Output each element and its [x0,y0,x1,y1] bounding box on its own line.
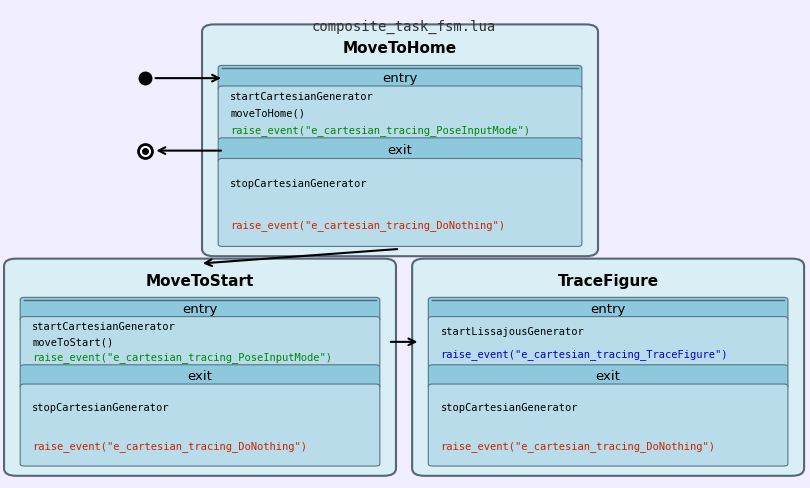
Text: raise_event("e_cartesian_tracing_PoseInputMode"): raise_event("e_cartesian_tracing_PoseInp… [230,125,531,136]
Text: MoveToStart: MoveToStart [146,274,254,289]
FancyBboxPatch shape [20,365,380,389]
Text: startLissajousGenerator: startLissajousGenerator [441,326,584,337]
Text: moveToStart(): moveToStart() [32,338,113,347]
FancyBboxPatch shape [428,384,788,466]
FancyBboxPatch shape [412,259,804,476]
Text: composite_task_fsm.lua: composite_task_fsm.lua [312,20,497,34]
Text: startCartesianGenerator: startCartesianGenerator [32,323,176,332]
Bar [222,34,578,65]
Text: raise_event("e_cartesian_tracing_DoNothing"): raise_event("e_cartesian_tracing_DoNothi… [441,441,715,452]
Bar [24,268,376,297]
Text: stopCartesianGenerator: stopCartesianGenerator [32,403,170,413]
Text: entry: entry [590,303,626,316]
Text: stopCartesianGenerator: stopCartesianGenerator [441,403,578,413]
Text: stopCartesianGenerator: stopCartesianGenerator [230,179,368,189]
FancyBboxPatch shape [218,138,582,163]
Text: entry: entry [182,303,218,316]
FancyBboxPatch shape [218,65,582,91]
Text: moveToHome(): moveToHome() [230,109,305,119]
Text: raise_event("e_cartesian_tracing_DoNothing"): raise_event("e_cartesian_tracing_DoNothi… [32,441,307,452]
FancyBboxPatch shape [202,24,598,256]
FancyBboxPatch shape [20,317,380,367]
Text: raise_event("e_cartesian_tracing_PoseInputMode"): raise_event("e_cartesian_tracing_PoseInp… [32,352,332,363]
Bar [433,268,784,297]
FancyBboxPatch shape [20,297,380,322]
FancyBboxPatch shape [20,384,380,466]
Text: raise_event("e_cartesian_tracing_DoNothing"): raise_event("e_cartesian_tracing_DoNothi… [230,220,505,231]
Text: TraceFigure: TraceFigure [557,274,659,289]
Text: startCartesianGenerator: startCartesianGenerator [230,92,374,102]
FancyBboxPatch shape [218,159,582,246]
Text: exit: exit [387,144,412,157]
Text: exit: exit [188,370,212,384]
FancyBboxPatch shape [428,317,788,367]
Text: MoveToHome: MoveToHome [343,41,457,56]
FancyBboxPatch shape [4,259,396,476]
Text: exit: exit [595,370,620,384]
FancyBboxPatch shape [428,365,788,389]
Text: entry: entry [382,72,418,84]
FancyBboxPatch shape [428,297,788,322]
FancyBboxPatch shape [218,86,582,140]
Text: raise_event("e_cartesian_tracing_TraceFigure"): raise_event("e_cartesian_tracing_TraceFi… [441,349,728,360]
